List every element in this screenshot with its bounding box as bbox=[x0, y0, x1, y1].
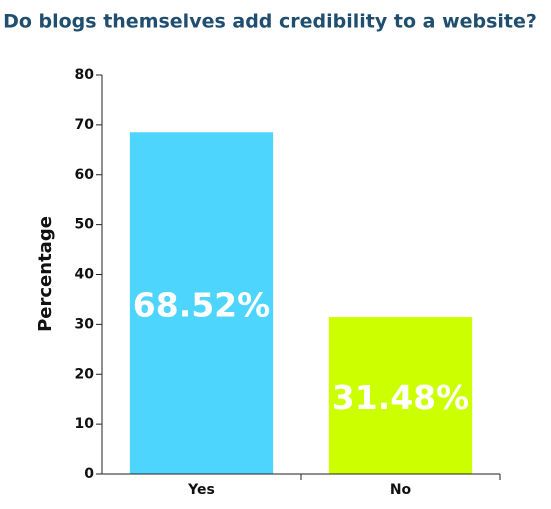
x-tick-label: No bbox=[390, 482, 412, 498]
y-axis-label: Percentage bbox=[35, 216, 56, 332]
y-tick-label: 30 bbox=[75, 316, 95, 332]
y-tick-label: 40 bbox=[75, 267, 95, 283]
x-tick-label: Yes bbox=[187, 482, 215, 498]
y-tick-label: 50 bbox=[75, 217, 95, 233]
value-label: 31.48% bbox=[332, 378, 469, 417]
y-tick-label: 20 bbox=[75, 366, 95, 382]
bar bbox=[328, 316, 473, 474]
y-tick-label: 0 bbox=[84, 466, 94, 482]
y-tick-label: 70 bbox=[75, 117, 95, 133]
y-tick-label: 10 bbox=[75, 416, 95, 432]
chart-title: Do blogs themselves add credibility to a… bbox=[3, 11, 537, 33]
y-tick-label: 80 bbox=[75, 67, 95, 83]
y-tick-label: 60 bbox=[75, 167, 95, 183]
value-label: 68.52% bbox=[133, 286, 270, 325]
bar bbox=[129, 132, 274, 474]
